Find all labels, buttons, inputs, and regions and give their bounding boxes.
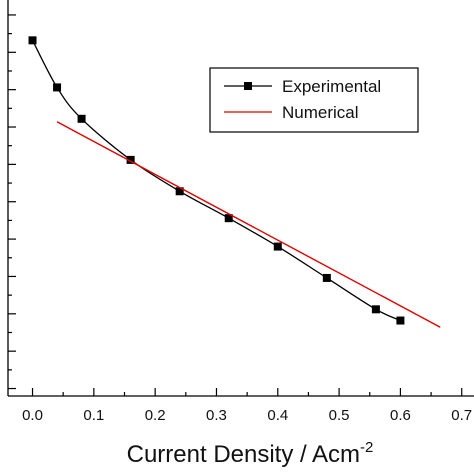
- legend-item: Experimental: [224, 77, 381, 96]
- data-point: [77, 114, 86, 123]
- x-tick-label: 0.6: [390, 407, 411, 424]
- x-tick-label: 0.3: [206, 407, 227, 424]
- data-point: [53, 83, 62, 92]
- series-line: [31, 40, 401, 322]
- x-tick-label: 0.2: [145, 407, 166, 424]
- data-point: [322, 273, 331, 282]
- series-line: [56, 121, 441, 328]
- data-point: [28, 36, 37, 45]
- data-point: [126, 155, 135, 164]
- x-axis-title-text: Current Density / Acm: [127, 441, 360, 468]
- data-point: [396, 316, 405, 325]
- series-numerical: [56, 121, 441, 328]
- x-tick-label: 0.4: [267, 407, 288, 424]
- x-tick-label: 0.1: [83, 407, 104, 424]
- data-point: [175, 187, 184, 196]
- x-axis-title: Current Density / Acm-2: [127, 439, 374, 468]
- legend-item: Numerical: [224, 103, 359, 122]
- series-layer: [28, 36, 441, 328]
- x-tick-label: 0.5: [329, 407, 350, 424]
- x-ticks: 0.0 0.1 0.2 0.3 0.4 0.5 0.6 0.7: [22, 388, 472, 424]
- x-axis-title-superscript: -2: [360, 439, 373, 456]
- series-experimental: [28, 36, 405, 325]
- legend-box: [209, 67, 419, 133]
- x-tick-label: 0.7: [451, 407, 472, 424]
- x-tick-label: 0.0: [22, 407, 43, 424]
- legend-label: Numerical: [282, 103, 359, 122]
- legend-marker: [244, 82, 252, 90]
- data-point: [224, 214, 233, 223]
- data-point: [273, 242, 282, 251]
- data-point: [371, 305, 380, 314]
- y-ticks: [8, 14, 16, 390]
- legend: Experimental Numerical: [209, 67, 419, 133]
- legend-label: Experimental: [282, 77, 381, 96]
